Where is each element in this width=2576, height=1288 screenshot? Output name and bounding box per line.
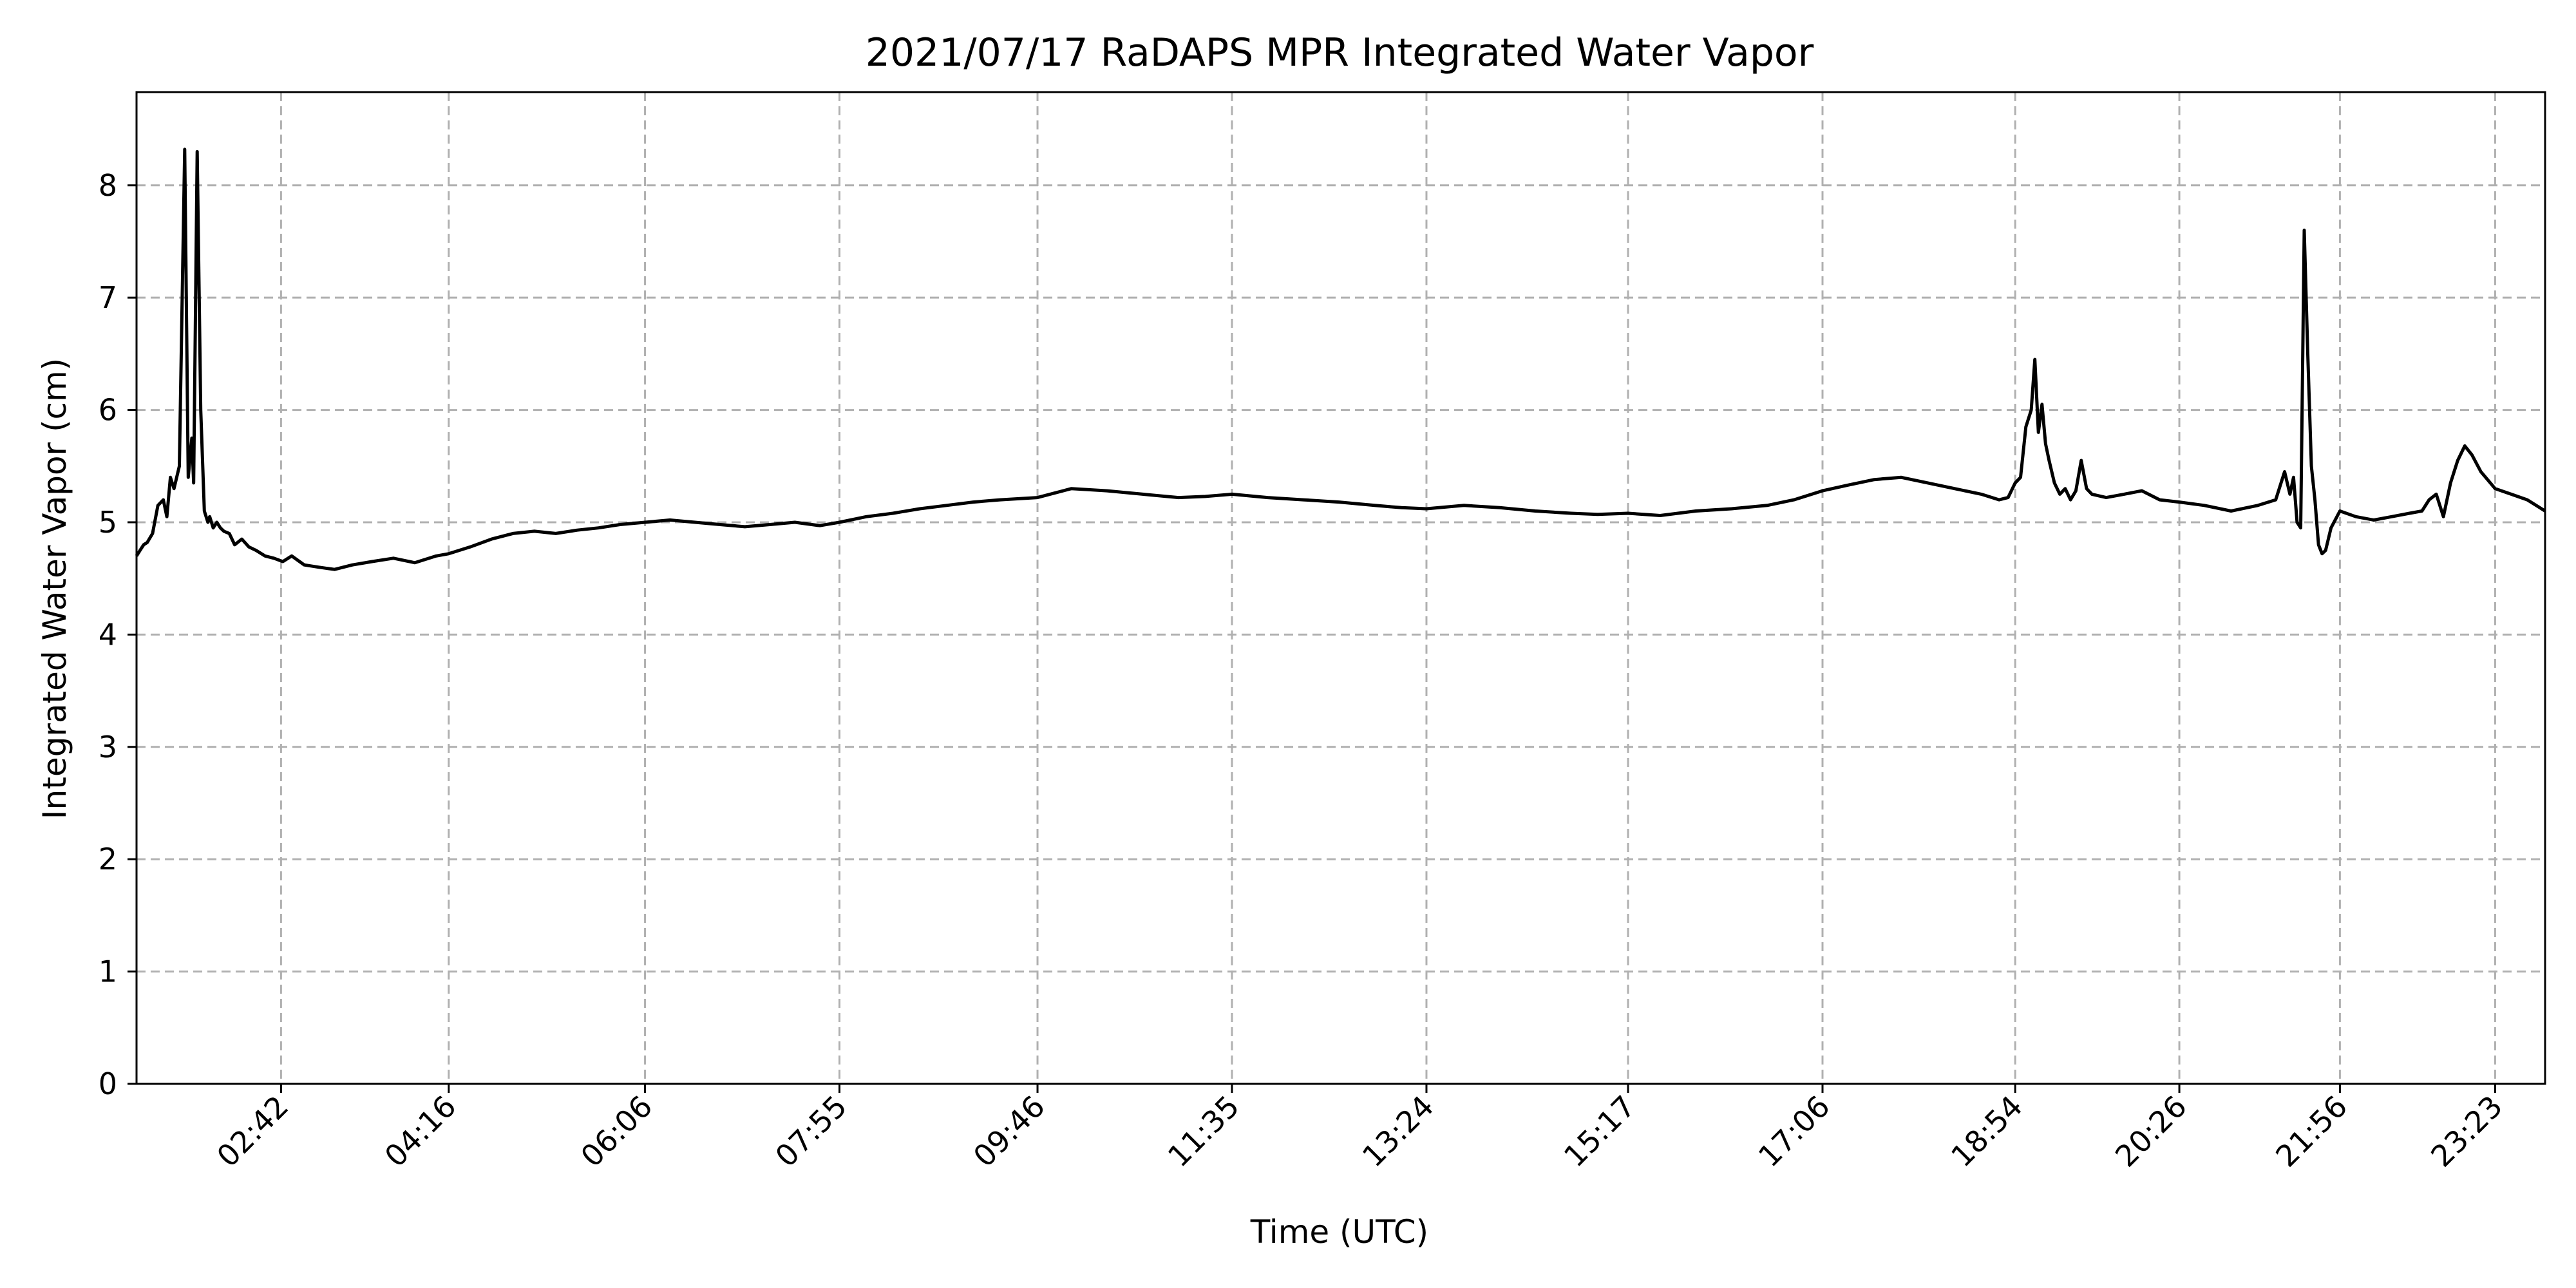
y-tick-label: 3 xyxy=(99,730,117,764)
x-tick-label: 06:06 xyxy=(574,1089,659,1174)
series-layer xyxy=(135,147,2546,571)
x-tick-label: 07:55 xyxy=(768,1089,853,1174)
y-tick-label: 2 xyxy=(99,842,117,876)
x-tick-label: 11:35 xyxy=(1161,1089,1246,1174)
y-tick-label: 0 xyxy=(99,1066,117,1101)
plot-frame xyxy=(135,91,2546,1085)
chart-title: 2021/07/17 RaDAPS MPR Integrated Water V… xyxy=(866,30,1814,75)
y-tick-label: 6 xyxy=(99,393,117,428)
y-tick-label: 1 xyxy=(99,954,117,989)
x-tick-label: 13:24 xyxy=(1356,1089,1441,1174)
x-tick-label: 18:54 xyxy=(1944,1089,2029,1174)
y-tick-label: 5 xyxy=(99,505,117,540)
x-tick-label: 15:17 xyxy=(1557,1089,1642,1174)
iwv-series-line xyxy=(135,147,2546,571)
x-tick-label: 20:26 xyxy=(2108,1089,2193,1174)
y-tick-label: 7 xyxy=(99,280,117,315)
x-tick-label: 23:23 xyxy=(2424,1089,2509,1174)
grid-layer xyxy=(137,92,2545,1084)
x-tick-label: 02:42 xyxy=(210,1089,295,1174)
x-tick-label: 17:06 xyxy=(1752,1089,1837,1174)
y-axis-label: Integrated Water Vapor (cm) xyxy=(36,358,73,819)
x-axis: 02:42 04:16 06:06 07:55 09:46 11:35 13:24 15:17… xyxy=(210,1084,2509,1174)
x-tick-label: 09:46 xyxy=(967,1089,1052,1174)
x-tick-label: 21:56 xyxy=(2269,1089,2354,1174)
x-axis-label: Time (UTC) xyxy=(1250,1213,1428,1251)
y-axis: 0 1 2 3 4 5 6 7 8 xyxy=(99,168,137,1101)
y-tick-label: 4 xyxy=(99,617,117,652)
y-tick-label: 8 xyxy=(99,168,117,203)
x-tick-label: 04:16 xyxy=(378,1089,463,1174)
